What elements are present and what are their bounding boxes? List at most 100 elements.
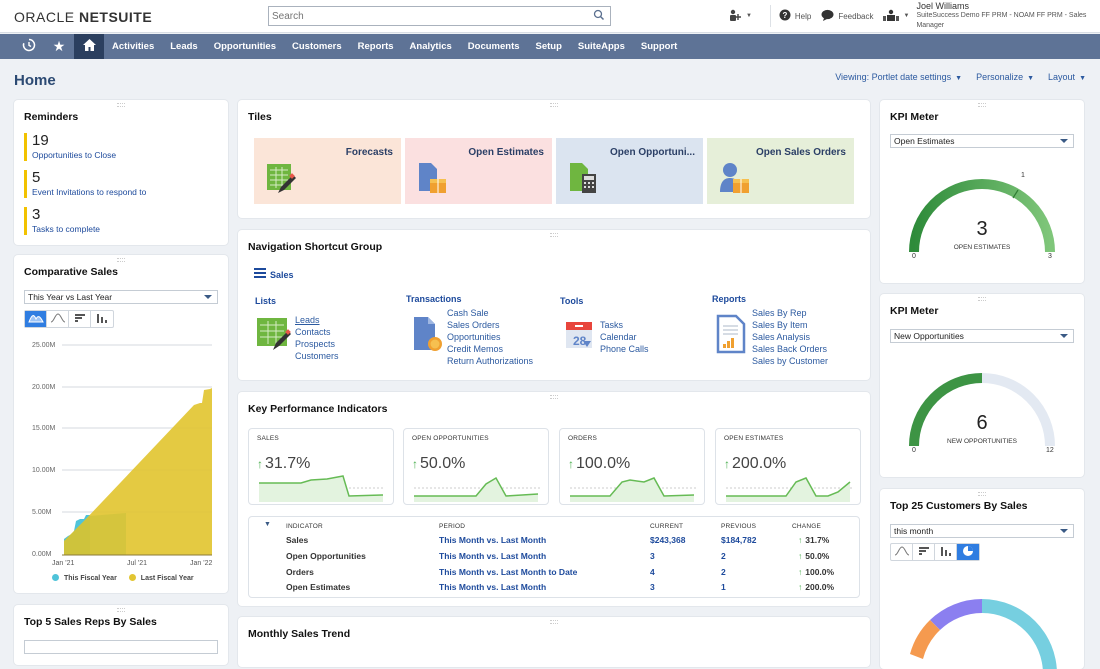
search-icon[interactable] — [593, 9, 605, 24]
kpi-select[interactable]: Open Estimates — [890, 134, 1074, 148]
pie-chart-button[interactable] — [957, 544, 979, 560]
shortcut-sales-by-customer[interactable]: Sales by Customer — [752, 356, 829, 366]
column-header: PREVIOUS — [721, 523, 757, 530]
viewing-settings-menu[interactable]: Viewing: Portlet date settings ▼ — [835, 72, 963, 82]
kpi-card-orders[interactable]: ORDERS ↑ 100.0% — [559, 428, 705, 505]
period-select[interactable]: this month — [890, 524, 1074, 538]
personalize-menu[interactable]: Personalize ▼ — [976, 72, 1035, 82]
kpi-card-open-opportunities[interactable]: OPEN OPPORTUNITIES ↑ 50.0% — [403, 428, 549, 505]
shortcut-sales-analysis[interactable]: Sales Analysis — [752, 332, 811, 342]
drag-handle[interactable] — [978, 297, 986, 301]
nav-setup[interactable]: Setup — [535, 41, 562, 52]
shortcut-contacts[interactable]: Contacts — [295, 327, 331, 337]
recent-records-button[interactable] — [14, 34, 44, 59]
reminder-item[interactable]: 3 Tasks to complete — [24, 207, 100, 235]
table-cell-previous[interactable]: 2 — [721, 551, 726, 561]
help-link[interactable]: ? Help — [779, 9, 811, 23]
table-cell-previous[interactable]: 1 — [721, 582, 726, 592]
nav-reports[interactable]: Reports — [357, 41, 394, 52]
nav-activities[interactable]: Activities — [112, 41, 155, 52]
bar-chart-button[interactable] — [69, 311, 91, 327]
area-chart-button[interactable] — [25, 311, 47, 327]
nav-leads[interactable]: Leads — [170, 41, 198, 52]
nav-suiteapps[interactable]: SuiteApps — [577, 41, 625, 52]
svg-text:5.00M: 5.00M — [32, 509, 52, 516]
shortcut-opportunities[interactable]: Opportunities — [447, 332, 501, 342]
table-cell-current[interactable]: 4 — [650, 567, 655, 577]
table-cell-period[interactable]: This Month vs. Last Month — [439, 582, 547, 592]
nav-analytics[interactable]: Analytics — [409, 41, 452, 52]
column-chart-button[interactable] — [935, 544, 957, 560]
shortcut-sales-back-orders[interactable]: Sales Back Orders — [752, 344, 828, 354]
period-select[interactable] — [24, 640, 218, 654]
shortcut-phone-calls[interactable]: Phone Calls — [600, 344, 649, 354]
drag-handle[interactable] — [978, 492, 986, 496]
drag-handle[interactable] — [550, 395, 558, 399]
tile-forecasts[interactable]: Forecasts — [254, 138, 401, 204]
column-chart-button[interactable] — [91, 311, 113, 327]
shortcut-calendar[interactable]: Calendar — [600, 332, 637, 342]
legend-last-fiscal-year[interactable]: Last Fiscal Year — [128, 574, 194, 582]
drag-handle[interactable] — [550, 233, 558, 237]
drag-handle[interactable] — [117, 608, 125, 612]
top-header: ORACLE NETSUITE ▼ ? Help Feedback ▼ Joel… — [0, 0, 1100, 33]
layout-menu[interactable]: Layout ▼ — [1048, 72, 1086, 82]
shortcut-sales-by-rep[interactable]: Sales By Rep — [752, 308, 807, 318]
drag-handle[interactable] — [550, 103, 558, 107]
global-search[interactable] — [268, 6, 611, 26]
table-cell-period[interactable]: This Month vs. Last Month — [439, 535, 547, 545]
shortcut-customers[interactable]: Customers — [295, 351, 339, 361]
tile-open-sales-orders[interactable]: Open Sales Orders — [707, 138, 854, 204]
tile-open-opportunities[interactable]: Open Opportuni... — [556, 138, 703, 204]
reminder-item[interactable]: 5 Event Invitations to respond to — [24, 170, 146, 198]
shortcut-credit-memos[interactable]: Credit Memos — [447, 344, 504, 354]
gauge-max: 12 — [1046, 447, 1054, 454]
kpi-card-open-estimates[interactable]: OPEN ESTIMATES ↑ 200.0% — [715, 428, 861, 505]
nav-customers[interactable]: Customers — [292, 41, 342, 52]
bar-chart-button[interactable] — [913, 544, 935, 560]
shortcut-cash-sale[interactable]: Cash Sale — [447, 308, 489, 318]
drag-handle[interactable] — [117, 103, 125, 107]
search-input[interactable] — [269, 7, 579, 25]
tile-open-estimates[interactable]: Open Estimates — [405, 138, 552, 204]
reminder-item[interactable]: 19 Opportunities to Close — [24, 133, 116, 161]
nav-support[interactable]: Support — [640, 41, 678, 52]
table-cell-previous[interactable]: $184,782 — [721, 535, 757, 545]
oracle-netsuite-logo[interactable]: ORACLE NETSUITE — [14, 9, 153, 25]
shortcut-group-sales[interactable]: Sales — [254, 268, 294, 281]
nav-documents[interactable]: Documents — [467, 41, 520, 52]
top25-donut-chart[interactable] — [880, 589, 1084, 669]
line-chart-button[interactable] — [891, 544, 913, 560]
comparative-sales-chart[interactable]: 25.00M 20.00M 15.00M 10.00M 5.00M 0.00M … — [14, 335, 228, 595]
shortcut-prospects[interactable]: Prospects — [295, 339, 336, 349]
table-cell-current[interactable]: 3 — [650, 551, 655, 561]
shortcut-sales-orders[interactable]: Sales Orders — [447, 320, 500, 330]
drag-handle[interactable] — [117, 258, 125, 262]
table-cell-period[interactable]: This Month vs. Last Month to Date — [439, 567, 578, 577]
shortcut-tasks[interactable]: Tasks — [600, 320, 624, 330]
table-cell-previous[interactable]: 2 — [721, 567, 726, 577]
legend-this-fiscal-year[interactable]: This Fiscal Year — [52, 574, 117, 582]
drag-handle[interactable] — [978, 103, 986, 107]
feedback-link[interactable]: Feedback — [821, 9, 873, 23]
table-cell-current[interactable]: 3 — [650, 582, 655, 592]
legend-dot-icon — [128, 574, 136, 581]
shortcut-leads[interactable]: Leads — [295, 315, 320, 325]
collapse-toggle-icon[interactable]: ▼ — [264, 521, 271, 528]
arrow-up-icon: ↑ — [798, 535, 803, 545]
kpi-card-sales[interactable]: SALES ↑ 31.7% — [248, 428, 394, 505]
user-menu[interactable]: ▼ Joel Williams SuiteSuccess Demo FF PRM… — [883, 1, 1100, 31]
create-new-menu[interactable]: ▼ — [728, 9, 752, 24]
shortcut-sales-by-item[interactable]: Sales By Item — [752, 320, 808, 330]
table-cell-current[interactable]: $243,368 — [650, 535, 686, 545]
table-cell-period[interactable]: This Month vs. Last Month — [439, 551, 547, 561]
nav-opportunities[interactable]: Opportunities — [213, 41, 276, 52]
line-chart-button[interactable] — [47, 311, 69, 327]
drag-handle[interactable] — [550, 620, 558, 624]
shortcut-return-authorizations[interactable]: Return Authorizations — [447, 356, 534, 366]
shortcuts-button[interactable]: ★ — [44, 34, 74, 59]
home-button[interactable] — [74, 34, 104, 59]
kpi-select[interactable]: New Opportunities — [890, 329, 1074, 343]
period-select[interactable]: This Year vs Last Year — [24, 290, 218, 304]
kpi-portlet: Key Performance Indicators SALES ↑ 31.7% … — [238, 392, 870, 606]
